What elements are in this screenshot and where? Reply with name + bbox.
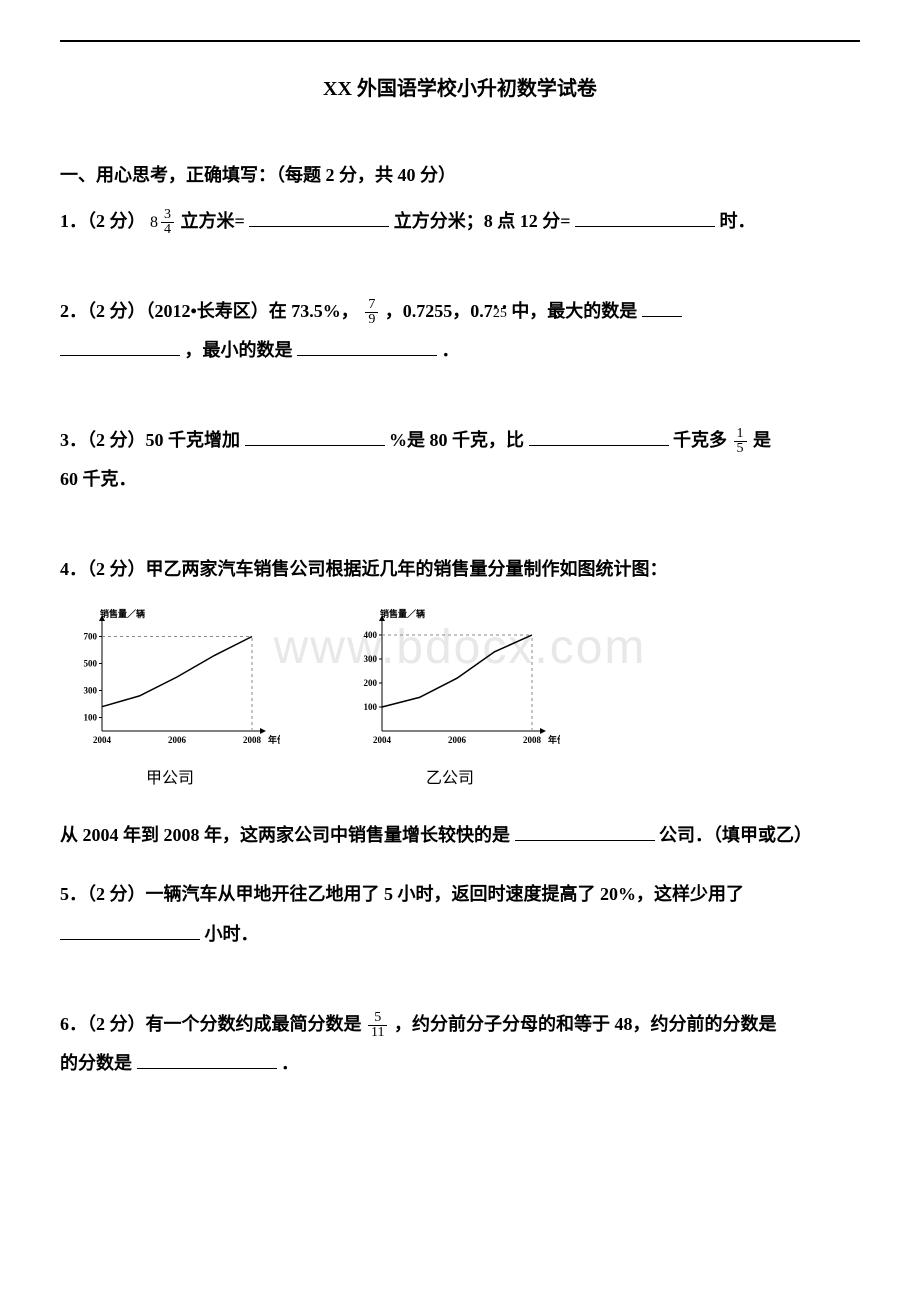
svg-text:销售量／辆: 销售量／辆: [380, 608, 425, 619]
chart-a-box: 销售量／辆 100 300 500 700 2004 2006 2008 年份 甲公司: [60, 605, 280, 796]
q2-blank1b: [60, 336, 180, 356]
svg-text:2006: 2006: [168, 735, 187, 745]
q4-after1: 从 2004 年到 2008 年，这两家公司中销售量增长较快的是: [60, 825, 510, 845]
q5-prefix: 5．（2 分）一辆汽车从甲地开往乙地用了 5 小时，返回时速度提高了 20%，这…: [60, 884, 744, 904]
q6-fraction: 5 11: [368, 1011, 387, 1040]
svg-text:300: 300: [364, 654, 378, 664]
question-5: 5．（2 分）一辆汽车从甲地开往乙地用了 5 小时，返回时速度提高了 20%，这…: [60, 875, 860, 954]
section-header: 一、用心思考，正确填写：（每题 2 分，共 40 分）: [60, 161, 860, 187]
svg-text:2004: 2004: [93, 735, 112, 745]
q6-text1: ，约分前分子分母的和等于 48，约分前的分数是: [394, 1014, 777, 1034]
page-title: XX 外国语学校小升初数学试卷: [60, 72, 860, 101]
svg-text:100: 100: [84, 712, 98, 722]
q3-blank1: [245, 426, 385, 446]
q2-text3: ，最小的数是: [185, 340, 293, 360]
q4-blank: [515, 821, 655, 841]
question-6: 6．（2 分）有一个分数约成最简分数是 5 11 ，约分前分子分母的和等于 48…: [60, 1005, 860, 1084]
q3-text2: 千克多: [673, 430, 727, 450]
q2-denominator: 9: [365, 313, 378, 327]
q2-text1: ，0.7255，0.7: [385, 301, 493, 321]
q3-prefix: 3．（2 分）50 千克增加: [60, 430, 240, 450]
q3-blank2: [529, 426, 669, 446]
svg-text:500: 500: [84, 658, 98, 668]
q6-numerator: 5: [368, 1011, 387, 1026]
question-3: 3．（2 分）50 千克增加 %是 80 千克，比 千克多 1 5 是 60 千…: [60, 421, 860, 500]
q6-text1b: 的分数是: [60, 1053, 132, 1073]
q1-denominator: 4: [161, 223, 174, 237]
q3-denominator: 5: [734, 442, 747, 456]
q1-numerator: 3: [161, 208, 174, 223]
q5-blank: [60, 920, 200, 940]
svg-text:销售量／辆: 销售量／辆: [100, 608, 145, 619]
top-rule: [60, 40, 860, 42]
svg-text:400: 400: [364, 630, 378, 640]
q4-prefix: 4．（2 分）甲乙两家汽车销售公司根据近几年的销售量分量制作如图统计图：: [60, 559, 668, 579]
question-1: 1．（2 分） 8 3 4 立方米= 立方分米；8 点 12 分= 时．: [60, 202, 860, 242]
svg-text:300: 300: [84, 685, 98, 695]
q6-prefix: 6．（2 分）有一个分数约成最简分数是: [60, 1014, 362, 1034]
q4-after2: 公司．（填甲或乙）: [659, 825, 812, 845]
q1-text2: 立方分米；8 点 12 分=: [394, 211, 571, 231]
chart-b-svg: 销售量／辆 100 200 300 400 2004 2006 2008 年份: [340, 605, 560, 755]
q6-denominator: 11: [368, 1026, 387, 1040]
svg-text:年份: 年份: [548, 734, 560, 745]
q2-prefix: 2．（2 分）（2012•长寿区）在 73.5%，: [60, 301, 359, 321]
q6-blank: [137, 1049, 277, 1069]
q2-text2: 中，最大的数是: [511, 301, 637, 321]
svg-text:2008: 2008: [243, 735, 262, 745]
q2-blank1: [642, 297, 682, 317]
q1-prefix: 1．（2 分）: [60, 211, 146, 231]
q1-text1: 立方米=: [181, 211, 245, 231]
q5-text1: 小时．: [205, 924, 259, 944]
svg-text:100: 100: [364, 702, 378, 712]
page-content: XX 外国语学校小升初数学试卷 一、用心思考，正确填写：（每题 2 分，共 40…: [60, 40, 860, 1084]
question-4: 4．（2 分）甲乙两家汽车销售公司根据近几年的销售量分量制作如图统计图： 销售量…: [60, 550, 860, 855]
charts-row: 销售量／辆 100 300 500 700 2004 2006 2008 年份 甲公司 销售量／…: [60, 605, 860, 796]
chart-b-box: 销售量／辆 100 200 300 400 2004 2006 2008 年份 乙公司: [340, 605, 560, 796]
q2-fraction: 7 9: [365, 298, 378, 327]
svg-text:700: 700: [84, 631, 98, 641]
chart-a-svg: 销售量／辆 100 300 500 700 2004 2006 2008 年份: [60, 605, 280, 755]
q6-text2: ．: [281, 1053, 299, 1073]
chart-b-caption: 乙公司: [426, 761, 474, 796]
q1-blank2: [575, 207, 715, 227]
q3-text4: 60 千克．: [60, 469, 137, 489]
q2-text4: ．: [442, 340, 460, 360]
q3-text3: 是: [753, 430, 771, 450]
question-2: 2．（2 分）（2012•长寿区）在 73.5%， 7 9 ，0.7255，0.…: [60, 292, 860, 371]
q3-text1: %是 80 千克，比: [389, 430, 524, 450]
q3-numerator: 1: [734, 427, 747, 442]
q1-mixed-whole: 8: [150, 205, 158, 240]
svg-text:年份: 年份: [268, 734, 280, 745]
q1-mixed-fraction: 8 3 4: [150, 205, 176, 240]
svg-text:2006: 2006: [448, 735, 467, 745]
q1-fraction: 3 4: [161, 208, 174, 237]
q1-blank1: [249, 207, 389, 227]
q2-blank2: [297, 336, 437, 356]
svg-text:2004: 2004: [373, 735, 392, 745]
svg-text:2008: 2008: [523, 735, 542, 745]
q3-fraction: 1 5: [734, 427, 747, 456]
svg-text:200: 200: [364, 678, 378, 688]
q2-numerator: 7: [365, 298, 378, 313]
chart-a-caption: 甲公司: [146, 761, 194, 796]
q1-text3: 时．: [720, 211, 756, 231]
